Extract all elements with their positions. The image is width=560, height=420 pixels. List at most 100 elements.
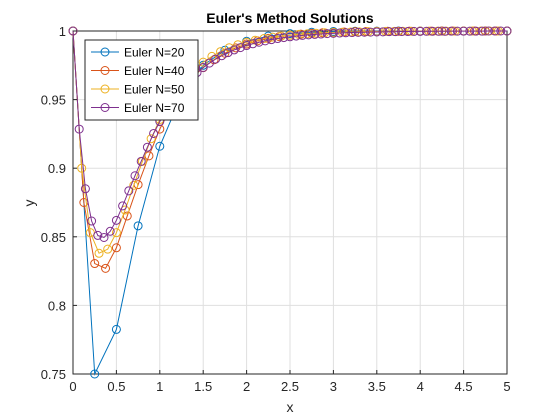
data-point [93, 230, 103, 240]
legend-marker [100, 66, 110, 75]
data-point [105, 226, 115, 236]
data-point [94, 248, 104, 258]
y-tick-label: 0.9 [48, 161, 66, 176]
data-point [204, 58, 214, 68]
data-point [341, 28, 351, 38]
ticks: 0 0.5 1 1.5 2 2.5 3 3.5 4 4.5 5 0.75 0.8 0.85 0.9 0.95 1 [41, 24, 511, 394]
x-tick-label: 1.5 [194, 379, 212, 394]
data-point [335, 28, 345, 38]
data-point [90, 259, 100, 269]
data-point [310, 29, 320, 39]
x-axis-label: x [287, 399, 294, 415]
data-point [87, 216, 97, 226]
data-point [384, 27, 394, 37]
legend-marker [100, 103, 110, 112]
data-point [304, 30, 314, 40]
data-point [229, 45, 239, 55]
data-point [111, 243, 121, 253]
data-point [291, 31, 301, 41]
x-tick-label: 1 [156, 379, 163, 394]
data-point [359, 27, 369, 37]
data-point [378, 27, 388, 37]
data-point [477, 26, 487, 36]
y-tick-label: 0.85 [41, 230, 66, 245]
data-point [483, 26, 493, 36]
legend: Euler N=20 Euler N=40 Euler N=50 Euler N=70 [84, 39, 199, 121]
data-point [111, 324, 121, 334]
data-point [285, 32, 295, 42]
x-tick-label: 3 [330, 379, 337, 394]
data-point [242, 41, 252, 51]
data-point [353, 27, 363, 37]
data-point [496, 26, 506, 36]
y-tick-label: 0.95 [41, 93, 66, 108]
legend-label: Euler N=20 [124, 46, 185, 60]
data-point [471, 26, 481, 36]
data-point [421, 26, 431, 36]
data-point [322, 29, 332, 39]
data-point [297, 30, 307, 40]
data-point [316, 29, 326, 39]
data-point [129, 180, 139, 190]
data-point [268, 32, 278, 42]
data-point [328, 28, 338, 38]
data-point [440, 26, 450, 36]
data-point [409, 26, 419, 36]
legend-label: Euler N=50 [124, 83, 185, 97]
data-point [434, 26, 444, 36]
x-tick-label: 4.5 [455, 379, 473, 394]
legend-item: Euler N=50 [91, 83, 185, 97]
data-point [142, 142, 152, 152]
data-point [111, 215, 121, 225]
x-tick-label: 2.5 [281, 379, 299, 394]
x-tick-label: 2 [243, 379, 250, 394]
legend-label: Euler N=40 [124, 64, 185, 78]
data-point [347, 28, 357, 38]
legend-box [84, 39, 199, 121]
data-point [248, 39, 258, 49]
data-point [490, 26, 500, 36]
legend-item: Euler N=20 [91, 46, 185, 60]
data-point [198, 57, 208, 67]
series-4 [68, 26, 512, 242]
data-point [459, 26, 469, 36]
x-tick-label: 0.5 [107, 379, 125, 394]
data-point [235, 43, 245, 53]
data-point [149, 128, 159, 138]
data-point [155, 141, 165, 151]
data-point [452, 26, 462, 36]
data-point [198, 62, 208, 72]
legend-item: Euler N=70 [91, 101, 185, 115]
data-point [465, 26, 475, 36]
data-point [279, 33, 289, 43]
data-point [223, 48, 233, 58]
data-point [101, 263, 111, 273]
legend-marker [100, 84, 110, 94]
y-tick-label: 1 [59, 24, 66, 39]
data-point [502, 26, 512, 36]
x-tick-label: 5 [503, 379, 510, 394]
chart-title: Euler's Method Solutions [206, 10, 374, 26]
data-point [111, 228, 121, 238]
y-tick-label: 0.8 [48, 298, 66, 313]
data-point [366, 27, 376, 37]
data-point [90, 369, 100, 379]
data-point [77, 163, 87, 173]
data-point [146, 134, 156, 144]
data-point [242, 37, 252, 47]
data-point [302, 29, 312, 39]
data-point [390, 27, 400, 37]
data-point [273, 34, 283, 44]
data-point [266, 35, 276, 45]
data-point [118, 201, 128, 211]
data-point [260, 36, 270, 46]
data-point [397, 27, 407, 37]
x-tick-label: 3.5 [368, 379, 386, 394]
legend-item: Euler N=40 [91, 64, 185, 78]
x-tick-label: 0 [69, 379, 76, 394]
data-point [446, 26, 456, 36]
grid [73, 31, 507, 374]
data-point [428, 26, 438, 36]
data-point [74, 124, 84, 134]
